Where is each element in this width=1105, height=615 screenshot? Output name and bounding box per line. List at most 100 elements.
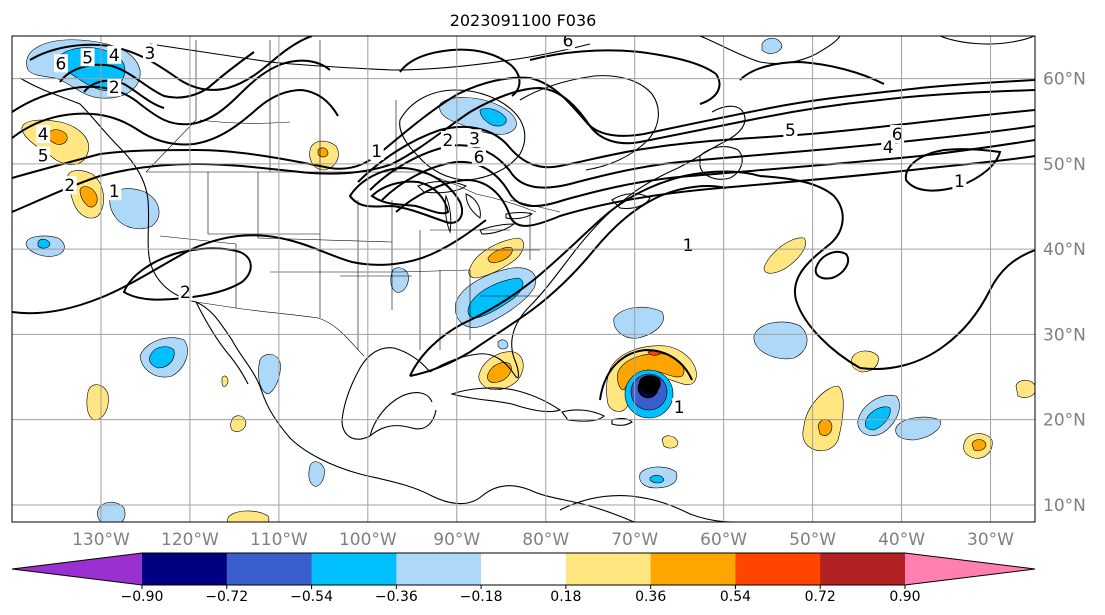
negative-anomaly-area bbox=[308, 461, 325, 487]
coastline-yucatan bbox=[369, 392, 433, 437]
contour-line bbox=[599, 348, 693, 401]
colorbar-segment bbox=[650, 553, 736, 585]
latitude-label: 30°N bbox=[1043, 325, 1086, 345]
contour-label-background bbox=[881, 137, 896, 156]
positive-anomaly-area bbox=[763, 237, 806, 274]
negative-anomaly-area bbox=[479, 108, 507, 127]
positive-anomaly-area bbox=[221, 375, 229, 387]
coastline-labrador bbox=[519, 75, 659, 171]
contour-label-background bbox=[467, 129, 482, 148]
longitude-labels: 130°W 120°W 110°W 100°W 90°W 80°W 70°W 60°W 50°W… bbox=[72, 530, 1014, 550]
positive-anomaly-area bbox=[1015, 379, 1035, 398]
negative-anomaly-area bbox=[109, 188, 160, 230]
longitude-label: 110°W bbox=[250, 530, 308, 550]
latitude-label: 50°N bbox=[1043, 155, 1086, 175]
contour-label: 1 bbox=[109, 182, 120, 202]
contour-line bbox=[348, 166, 464, 224]
colorbar-segment bbox=[565, 553, 652, 585]
longitude-label: 70°W bbox=[611, 530, 658, 550]
longitude-label: 120°W bbox=[161, 530, 219, 550]
contour-line bbox=[357, 109, 1035, 183]
contour-label: 6 bbox=[563, 31, 574, 51]
colorbar-tick-label: 0.54 bbox=[720, 589, 751, 605]
longitude-label: 90°W bbox=[433, 530, 480, 550]
contour-line bbox=[395, 155, 1035, 227]
colorbar-tick-label: −0.90 bbox=[121, 589, 164, 605]
coastline-south-america bbox=[559, 495, 735, 522]
border-us-mexico bbox=[195, 301, 365, 357]
contour-line bbox=[904, 148, 1002, 192]
colorbar-segment bbox=[311, 553, 397, 585]
negative-anomaly-area bbox=[467, 277, 524, 319]
latitude-label: 40°N bbox=[1043, 240, 1086, 260]
longitude-label: 130°W bbox=[72, 530, 130, 550]
coastline-puerto-rico bbox=[611, 418, 633, 426]
contour-label: 4 bbox=[109, 46, 120, 66]
colorbar-segment bbox=[226, 553, 313, 585]
contour-line bbox=[409, 185, 727, 377]
contour-label: 3 bbox=[144, 44, 155, 64]
map-frame bbox=[11, 35, 1036, 523]
coastline-north-america bbox=[19, 77, 635, 522]
contour-line bbox=[529, 49, 721, 105]
contour-label-background bbox=[472, 148, 487, 167]
longitude-label: 80°W bbox=[522, 530, 569, 550]
positive-anomaly-area bbox=[317, 147, 329, 158]
coastline-arctic bbox=[149, 43, 591, 71]
contour-line bbox=[739, 60, 885, 85]
contour-label-background bbox=[783, 120, 798, 139]
contour-label: 1 bbox=[954, 172, 965, 192]
figure-title: 2023091100 F036 bbox=[450, 11, 597, 30]
positive-anomaly-area bbox=[661, 435, 679, 449]
longitude-label: 50°W bbox=[789, 530, 836, 550]
contour-line bbox=[859, 249, 1035, 370]
positive-anomaly-area bbox=[227, 510, 270, 522]
contour-label-background bbox=[142, 44, 157, 63]
colorbar-segment bbox=[481, 553, 567, 585]
colorbar-tick-label: −0.18 bbox=[460, 589, 503, 605]
colorbar-tick-label: −0.54 bbox=[290, 589, 333, 605]
coastline-hispaniola bbox=[561, 409, 605, 422]
contour-label: 6 bbox=[56, 54, 67, 74]
latitude-label: 10°N bbox=[1043, 496, 1086, 516]
colorbar-segment bbox=[735, 553, 821, 585]
contour-label-background bbox=[560, 36, 575, 50]
contour-label: 4 bbox=[38, 125, 49, 145]
lake-huron bbox=[465, 193, 481, 219]
coastline-newfoundland bbox=[699, 146, 743, 180]
hurricane-contour bbox=[638, 378, 658, 398]
contour-label: 3 bbox=[469, 129, 480, 149]
positive-anomaly-area bbox=[487, 362, 512, 383]
negative-anomaly-area bbox=[390, 267, 409, 293]
contour-label: 5 bbox=[785, 121, 796, 141]
longitude-label: 100°W bbox=[339, 530, 397, 550]
contour-line bbox=[759, 175, 861, 369]
negative-anomaly-area bbox=[258, 353, 281, 395]
negative-anomaly-area bbox=[497, 339, 509, 350]
contour-label-background bbox=[36, 146, 51, 165]
contour-label: 2 bbox=[109, 78, 120, 98]
latitude-labels: 10°N 20°N 30°N 40°N 50°N 60°N bbox=[1043, 70, 1086, 516]
contour-line bbox=[12, 76, 1035, 179]
shaded-anomaly-areas bbox=[21, 37, 1035, 522]
coastline-baja bbox=[195, 301, 249, 385]
colorbar-segment bbox=[820, 553, 906, 585]
colorbar-segment bbox=[396, 553, 482, 585]
lake-superior bbox=[417, 181, 467, 194]
contour-label-background bbox=[36, 125, 51, 144]
coastline-greenland-east bbox=[939, 36, 1035, 45]
contour-label: 2 bbox=[442, 131, 453, 151]
contour-label: 1 bbox=[674, 398, 685, 418]
contour-label-background bbox=[53, 54, 68, 73]
negative-anomaly-area bbox=[753, 321, 808, 360]
contour-label-background bbox=[107, 45, 122, 64]
colorbar-segment bbox=[142, 553, 228, 585]
contour-label: 6 bbox=[474, 148, 485, 168]
coastlines bbox=[19, 36, 1035, 522]
contour-label: 5 bbox=[38, 146, 49, 166]
colorbar-tick-label: 0.36 bbox=[635, 589, 666, 605]
colorbar-tick-label: 0.18 bbox=[550, 589, 581, 605]
lake-michigan bbox=[444, 194, 452, 234]
